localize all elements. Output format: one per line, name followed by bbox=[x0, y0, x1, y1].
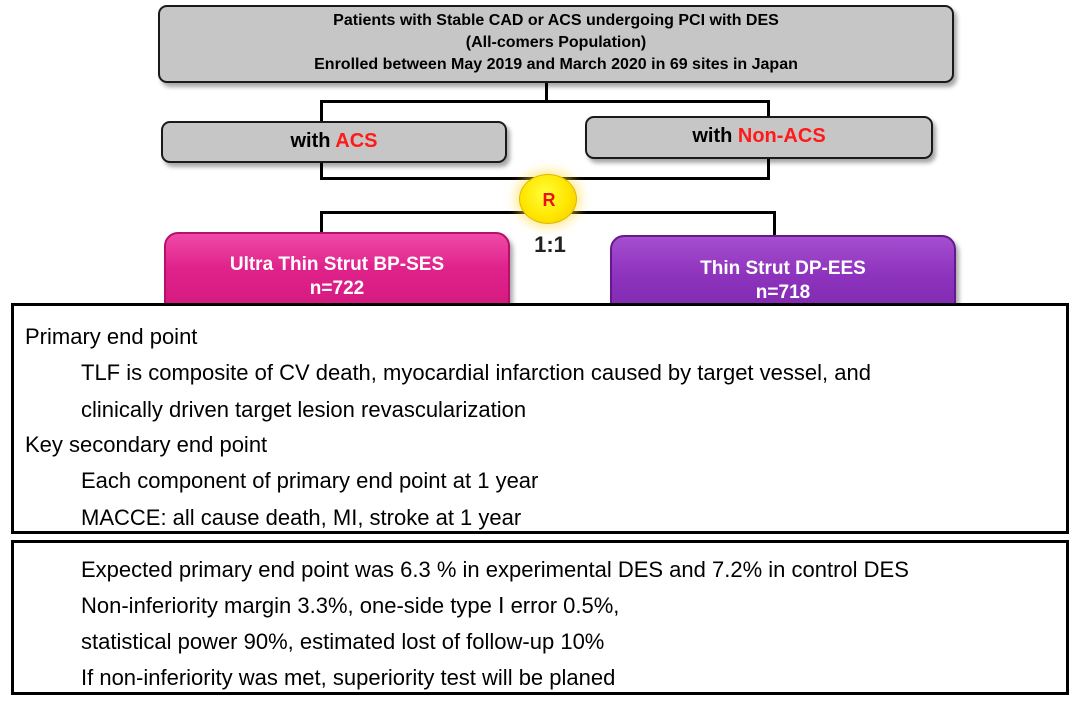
acs-highlight: ACS bbox=[335, 130, 378, 152]
connector-arm-left-drop bbox=[320, 211, 323, 234]
acs-group-box: with ACS bbox=[161, 121, 507, 163]
non-acs-prefix: with bbox=[692, 125, 738, 147]
randomization-circle: R bbox=[519, 174, 577, 224]
arm-dp-ees-name: Thin Strut DP-EES bbox=[700, 258, 866, 279]
acs-prefix: with bbox=[290, 130, 336, 152]
population-line-1: Patients with Stable CAD or ACS undergoi… bbox=[333, 12, 779, 29]
connector-right-drop bbox=[767, 100, 770, 118]
population-line-3: Enrolled between May 2019 and March 2020… bbox=[314, 56, 798, 73]
arm-bp-ses-count: n=722 bbox=[309, 278, 365, 299]
statistics-line-2: Non-inferiority margin 3.3%, one-side ty… bbox=[81, 593, 620, 618]
statistics-line-4: If non-inferiority was met, superiority … bbox=[81, 665, 616, 690]
secondary-endpoint-line-2: MACCE: all cause death, MI, stroke at 1 … bbox=[81, 505, 522, 530]
population-box: Patients with Stable CAD or ACS undergoi… bbox=[158, 5, 954, 83]
statistics-line-3: statistical power 90%, estimated lost of… bbox=[81, 629, 605, 654]
primary-endpoint-line-2: clinically driven target lesion revascul… bbox=[81, 397, 527, 422]
non-acs-group-box: with Non-ACS bbox=[585, 116, 933, 159]
connector-top-horizontal bbox=[320, 100, 770, 103]
endpoints-box: Primary end point TLF is composite of CV… bbox=[11, 303, 1069, 534]
arm-bp-ses-name: Ultra Thin Strut BP-SES bbox=[229, 254, 445, 275]
non-acs-highlight: Non-ACS bbox=[737, 125, 826, 147]
connector-left-drop bbox=[320, 100, 323, 123]
statistics-line-1: Expected primary end point was 6.3 % in … bbox=[81, 557, 909, 582]
randomization-ratio: 1:1 bbox=[534, 232, 566, 257]
randomization-symbol: R bbox=[542, 190, 556, 210]
secondary-endpoint-heading: Key secondary end point bbox=[25, 432, 268, 457]
connector-arm-right-drop bbox=[773, 211, 776, 237]
arm-dp-ees-count: n=718 bbox=[755, 282, 811, 303]
secondary-endpoint-line-1: Each component of primary end point at 1… bbox=[81, 468, 539, 493]
statistics-box: Expected primary end point was 6.3 % in … bbox=[11, 540, 1069, 695]
connector-right-rise bbox=[767, 157, 770, 179]
primary-endpoint-line-1: TLF is composite of CV death, myocardial… bbox=[81, 360, 871, 385]
connector-top-vertical bbox=[545, 83, 548, 102]
connector-left-rise bbox=[320, 161, 323, 179]
primary-endpoint-heading: Primary end point bbox=[25, 324, 198, 349]
population-line-2: (All-comers Population) bbox=[465, 34, 647, 51]
